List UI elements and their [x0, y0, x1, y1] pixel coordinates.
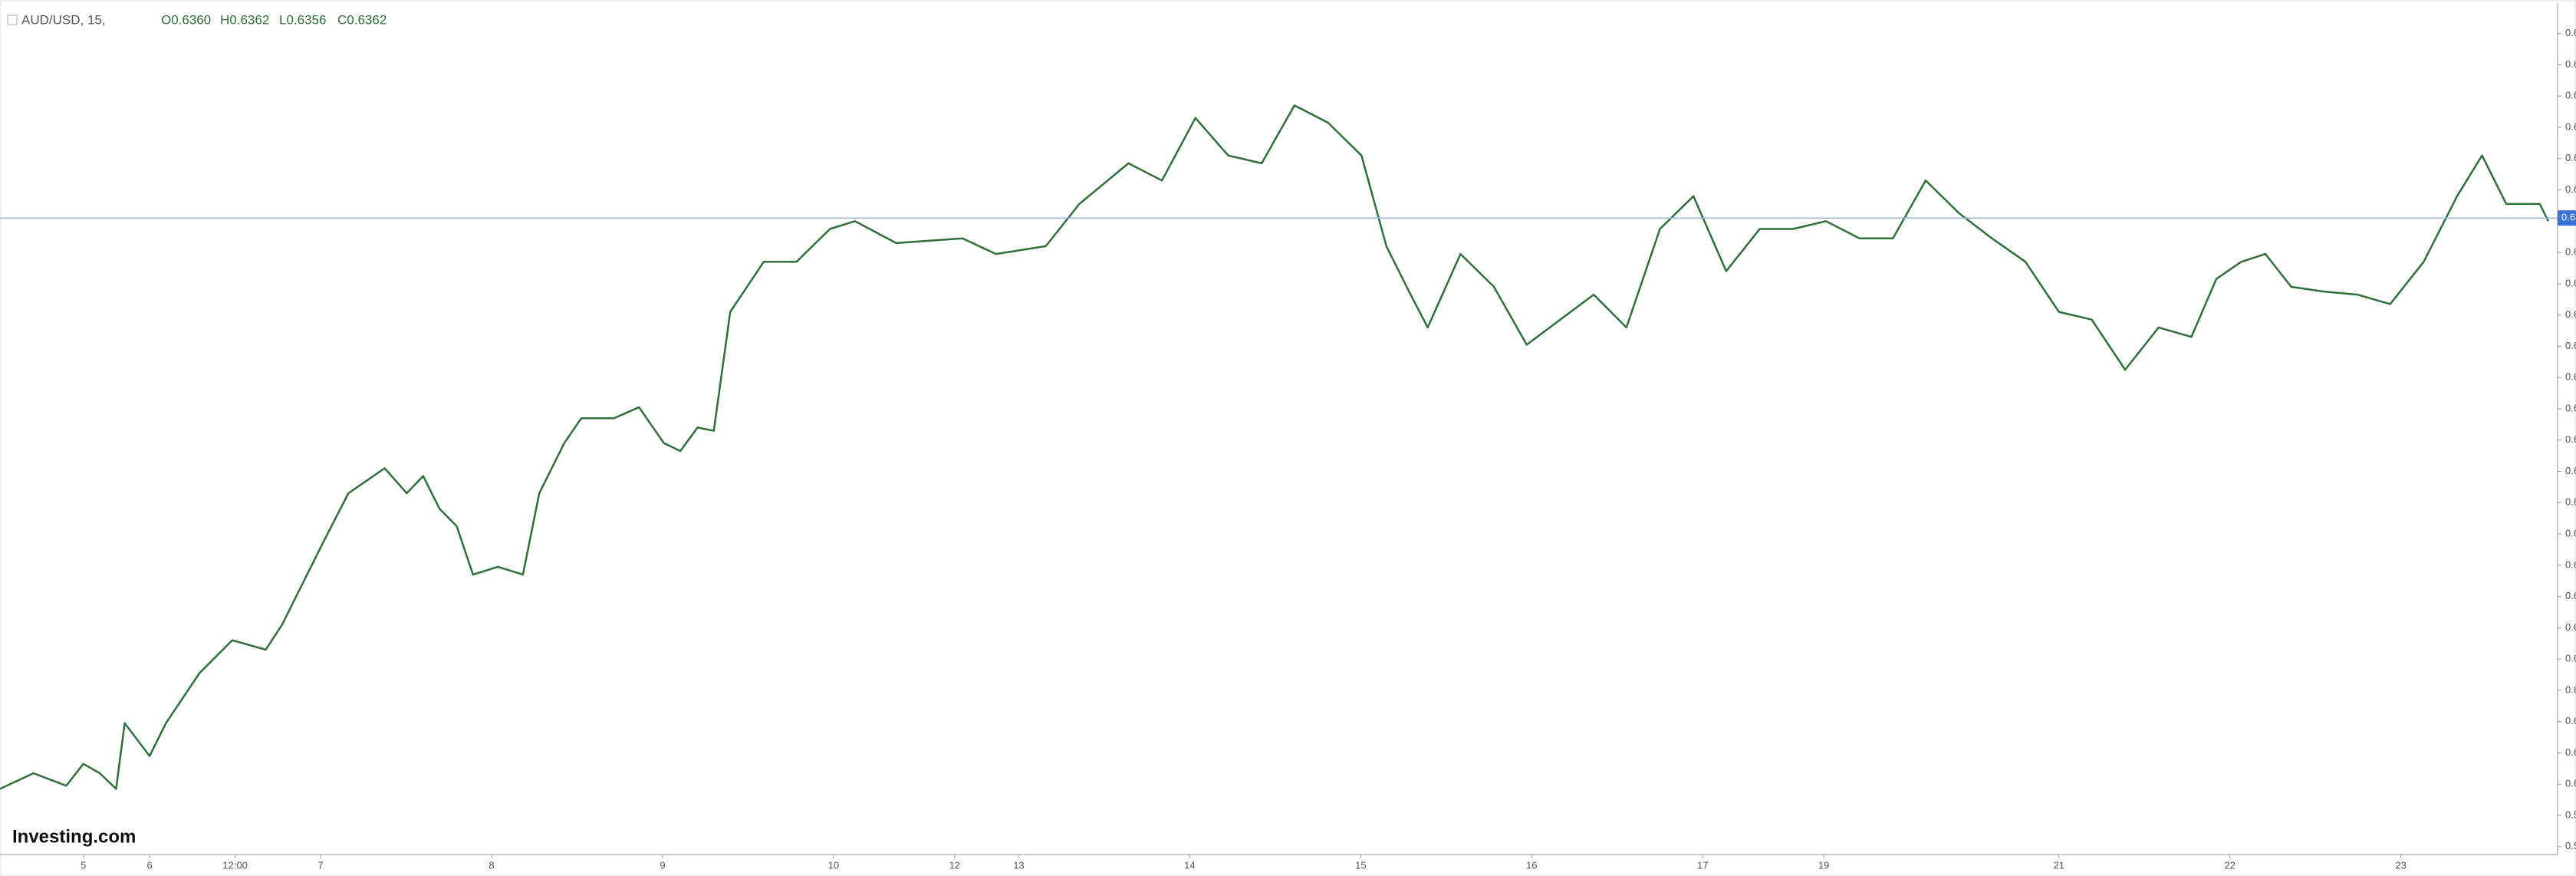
y-tick-label: 0.6100 [2565, 621, 2576, 633]
x-tick-label: 15 [1355, 859, 1366, 871]
ohlc-high: H0.6362 [220, 12, 269, 27]
x-tick-label: 13 [1013, 859, 1024, 871]
y-tick-label: 0.6120 [2565, 590, 2576, 601]
y-tick-label: 0.6440 [2565, 90, 2576, 101]
ohlc-close: C0.6362 [337, 12, 387, 27]
y-tick-label: 0.6040 [2565, 715, 2576, 726]
x-tick-label: 14 [1184, 859, 1195, 871]
x-tick-label: 7 [317, 859, 323, 871]
x-tick-label: 12:00 [222, 859, 248, 871]
y-tick-label: 0.6200 [2565, 465, 2576, 476]
ohlc-open: O0.6360 [161, 12, 211, 27]
y-tick-label: 0.6380 [2565, 183, 2576, 195]
y-tick-label: 0.6260 [2565, 371, 2576, 383]
y-tick-label: 0.6420 [2565, 120, 2576, 132]
x-tick-label: 8 [489, 859, 494, 871]
y-tick-label: 0.6240 [2565, 402, 2576, 413]
x-tick-label: 6 [146, 859, 152, 871]
y-tick-label: 0.6480 [2565, 27, 2576, 38]
x-tick-label: 22 [2224, 859, 2235, 871]
x-tick-label: 16 [1526, 859, 1537, 871]
y-tick-label: 0.6020 [2565, 746, 2576, 758]
x-tick-label: 9 [660, 859, 665, 871]
y-tick-label: 0.6160 [2565, 527, 2576, 538]
y-tick-label: 0.6400 [2565, 152, 2576, 163]
y-tick-label: 0.6460 [2565, 58, 2576, 70]
x-tick-label: 21 [2053, 859, 2064, 871]
x-tick-label: 19 [1818, 859, 1829, 871]
symbol-title: AUD/USD, 15, [21, 12, 106, 27]
y-tick-label: 0.6340 [2565, 246, 2576, 258]
y-tick-label: 0.6000 [2565, 778, 2576, 789]
y-tick-label: 0.6140 [2565, 558, 2576, 570]
x-tick-label: 23 [2395, 859, 2406, 871]
x-tick-label: 5 [81, 859, 86, 871]
y-tick-label: 0.5980 [2565, 808, 2576, 820]
last-price-box [2558, 210, 2576, 226]
y-tick-label: 0.6280 [2565, 340, 2576, 351]
y-tick-label: 0.5960 [2565, 840, 2576, 851]
x-tick-label: 10 [828, 859, 839, 871]
x-tick-label: 12 [949, 859, 960, 871]
x-tick-label: 17 [1697, 859, 1708, 871]
ohlc-low: L0.6356 [279, 12, 326, 27]
logo: Investing.com [12, 826, 136, 847]
y-tick-label: 0.6080 [2565, 653, 2576, 664]
collapse-icon[interactable] [7, 15, 18, 25]
y-tick-label: 0.6180 [2565, 496, 2576, 508]
last-price-label: 0.6362 [2561, 212, 2576, 223]
y-tick-label: 0.6300 [2565, 308, 2576, 320]
y-tick-label: 0.6320 [2565, 277, 2576, 288]
y-tick-label: 0.6220 [2565, 433, 2576, 445]
price-line [0, 104, 2550, 790]
y-tick-label: 0.6060 [2565, 683, 2576, 695]
